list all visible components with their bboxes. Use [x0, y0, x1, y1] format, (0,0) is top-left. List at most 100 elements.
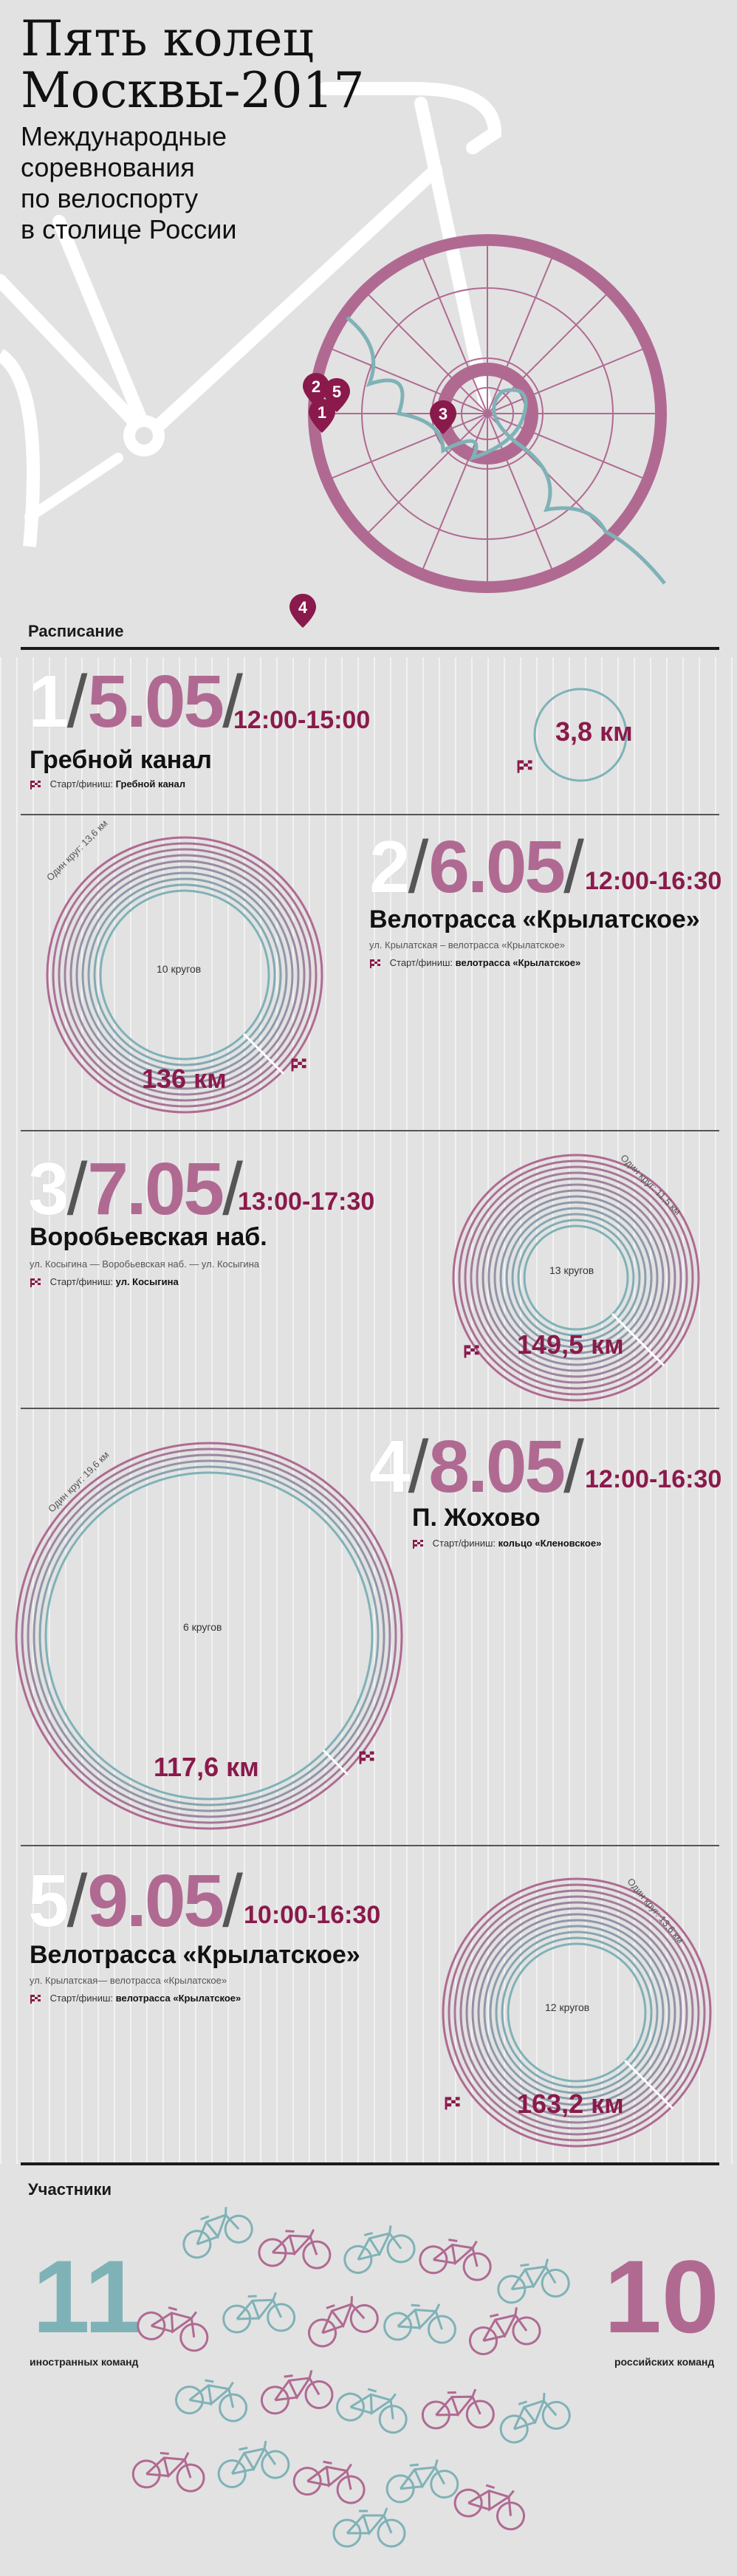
moscow-map-wheel: [308, 234, 667, 593]
checkered-flag-icon: [30, 780, 41, 789]
lap-ring: [501, 1936, 653, 2089]
bicycle-icon: [217, 2440, 290, 2489]
map-marker-icon: 4: [289, 594, 316, 628]
svg-text:5: 5: [332, 383, 341, 401]
stage-5-header: 5/9.05/: [28, 1864, 442, 1938]
bicycle-icon: [497, 2258, 570, 2304]
stage-laps: 6 кругов: [183, 1621, 222, 1633]
svg-text:4: 4: [298, 598, 308, 617]
stage-number: 5: [28, 1860, 69, 1942]
start-finish-line: [322, 1749, 349, 1775]
stage-2-header: 2/6.05/: [369, 830, 724, 904]
divider: /: [222, 1860, 243, 1942]
lap-ring: [489, 1925, 665, 2100]
foreign-teams-label: иностранных команд: [30, 2356, 139, 2368]
bicycle-icon: [419, 2238, 492, 2281]
subtitle-line: в столице России: [21, 214, 237, 244]
stage-distance: 117,6 км: [154, 1752, 259, 1782]
stage-venue: Воробьевская наб.: [30, 1223, 267, 1251]
lap-ring: [52, 842, 318, 1108]
bicycle-icon: [175, 2379, 248, 2422]
checkered-flag-icon: [30, 1994, 41, 2004]
start-place: велотрасса «Крылатское»: [115, 1993, 241, 2004]
stage-number: 1: [28, 660, 69, 743]
participants-top-rule: [21, 2162, 719, 2165]
stage-time: 12:00-15:00: [233, 706, 371, 734]
russian-teams-label: российских команд: [614, 2356, 715, 2368]
bicycle-icon: [343, 2225, 416, 2274]
stage-1-header: 1/5.05/: [28, 665, 471, 739]
russian-teams-count: 10: [604, 2238, 719, 2354]
stage-1-loop: [533, 688, 628, 782]
map-marker-icon: 1: [309, 399, 335, 433]
start-place: велотрасса «Крылатское»: [455, 957, 581, 968]
lap-ring: [87, 877, 282, 1072]
bicycle-icon: [131, 2451, 205, 2493]
stage-distance: 136 км: [142, 1063, 227, 1094]
stage-date: 5.05: [87, 660, 224, 743]
lap-ring: [15, 1442, 403, 1830]
stage-separator: [21, 814, 719, 815]
bicycle-icon: [258, 2229, 332, 2270]
subtitle-line: по велоспорту: [21, 183, 199, 213]
start-finish-line: [611, 1312, 665, 1367]
divider: /: [222, 660, 243, 743]
stage-date: 7.05: [87, 1148, 224, 1230]
start-label: Старт/финиш:: [432, 1538, 496, 1549]
lap-ring: [452, 1154, 700, 1402]
lap-ring: [58, 848, 312, 1102]
participants-label: Участники: [28, 2180, 112, 2199]
start-place: кольцо «Кленовское»: [498, 1538, 602, 1549]
bicycle-icon: [292, 2460, 366, 2504]
divider: /: [66, 660, 88, 743]
lap-ring: [517, 1219, 635, 1337]
bicycle-icon: [421, 2388, 495, 2430]
stage-venue: Гребной канал: [30, 746, 212, 774]
bicycle-icon: [137, 2306, 209, 2352]
stage-4-header: 4/8.05/: [369, 1430, 724, 1504]
divider: /: [563, 1425, 584, 1508]
lap-ring: [93, 883, 276, 1066]
lap-ring: [448, 1883, 706, 2142]
bicycle-icon: [468, 2306, 541, 2355]
bicycle-icon: [385, 2459, 459, 2504]
schedule-top-rule: [21, 647, 719, 650]
divider: /: [563, 826, 584, 908]
start-place: Гребной канал: [115, 778, 186, 789]
divider: /: [408, 1425, 429, 1508]
lap-ring: [465, 1901, 688, 2124]
map-marker-icon: 2: [303, 373, 329, 407]
foreign-teams-count: 11: [32, 2238, 142, 2354]
lap-ring: [495, 1931, 659, 2094]
lap-ring: [511, 1213, 641, 1343]
lap-ring: [69, 860, 300, 1090]
lap-ring: [505, 1207, 647, 1349]
stage-separator: [21, 1130, 719, 1131]
lap-ring: [476, 1177, 676, 1378]
lap-ring: [458, 1159, 694, 1396]
checkered-flag-icon: [30, 1278, 41, 1287]
page-subtitle: Международные соревнования по велоспорту…: [21, 121, 331, 245]
lap-ring: [471, 1907, 682, 2118]
lap-ring: [483, 1919, 671, 2106]
stage-date: 6.05: [428, 826, 566, 908]
divider: /: [408, 826, 429, 908]
stage-start-finish: Старт/финиш: велотрасса «Крылатское»: [30, 1993, 241, 2004]
lap-ring: [46, 836, 323, 1114]
lap-ring: [453, 1889, 700, 2136]
stage-2-rings: [46, 836, 323, 1114]
schedule-label: Расписание: [28, 622, 124, 640]
bicycles-cloud: [131, 2207, 571, 2548]
stage-distance: 3,8 км: [555, 716, 633, 747]
bicycle-icon: [499, 2392, 571, 2444]
start-finish-line: [624, 2060, 674, 2110]
bicycle-icon: [308, 2296, 379, 2348]
page-title: Пять колец Москвы-2017: [21, 13, 364, 117]
stage-venue: Велотрасса «Крылатское»: [30, 1941, 360, 1969]
stage-laps: 12 кругов: [545, 2001, 590, 2013]
lap-ring: [464, 1165, 688, 1390]
lap-ring: [27, 1453, 391, 1818]
lap-ring: [481, 1183, 671, 1372]
stage-time: 13:00-17:30: [238, 1188, 375, 1216]
bicycle-icon: [335, 2388, 408, 2434]
